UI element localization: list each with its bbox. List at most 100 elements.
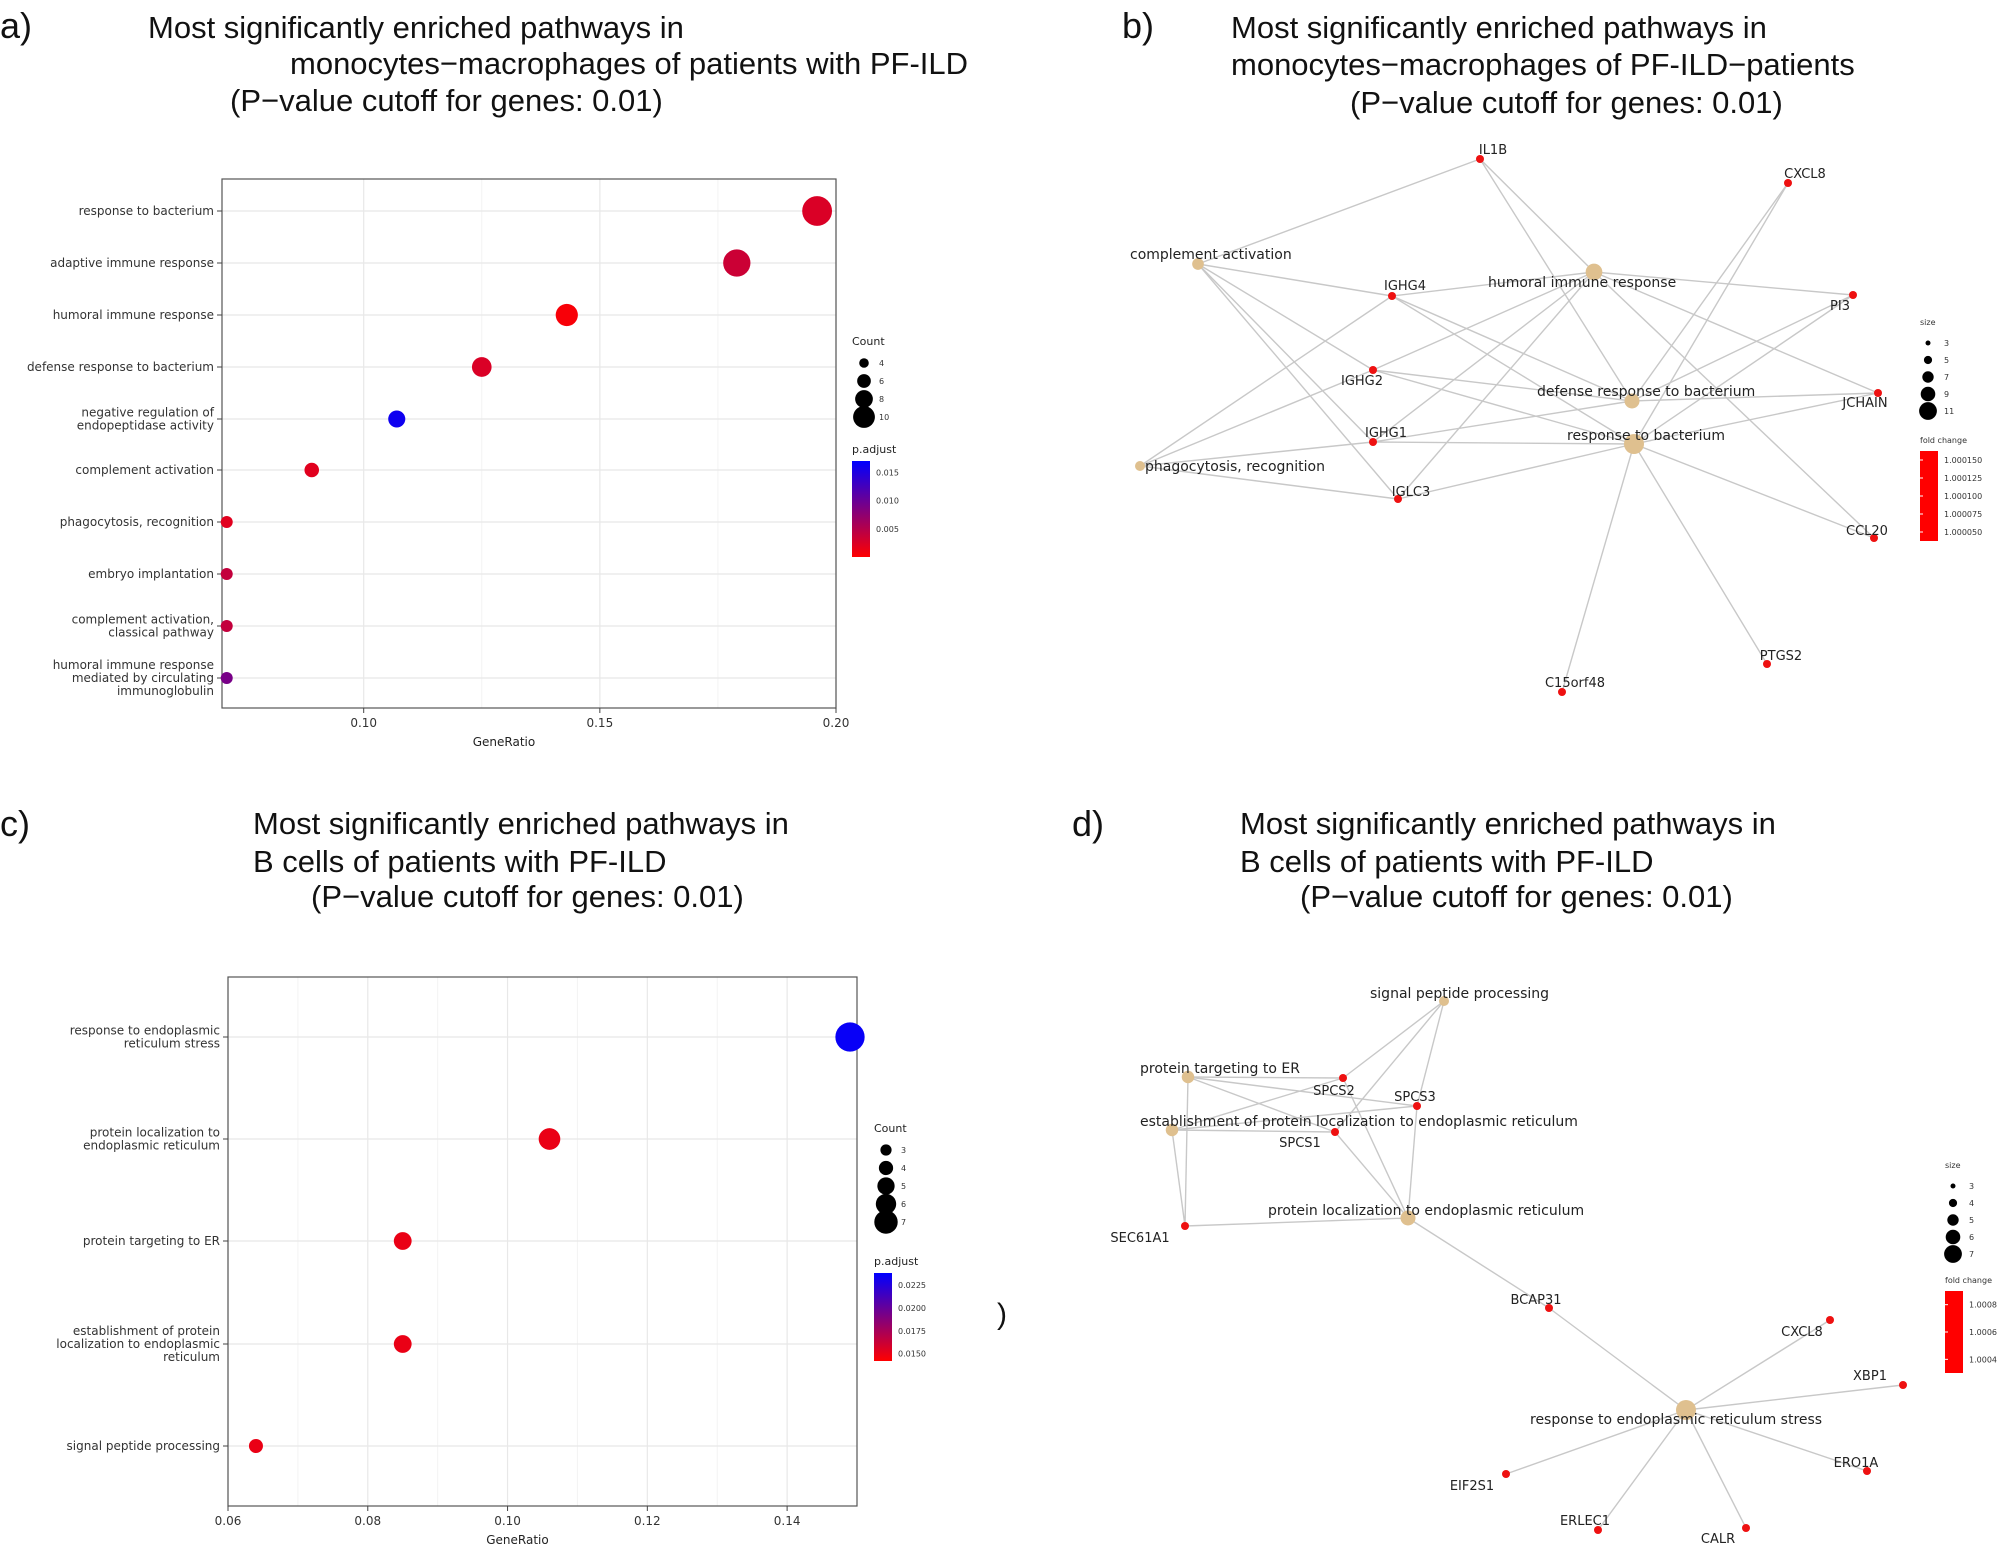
size-legend-dot	[1945, 1229, 1961, 1245]
network-edge	[1171, 1077, 1344, 1131]
pathway-node	[1439, 996, 1449, 1006]
data-point	[388, 410, 406, 428]
data-point	[304, 462, 320, 478]
y-tick-label: immunoglobulin	[117, 684, 214, 698]
size-legend-dot	[1950, 1183, 1956, 1189]
color-legend-title: fold change	[1920, 436, 1967, 445]
data-point	[220, 516, 233, 528]
size-legend-dot	[1920, 386, 1936, 402]
color-legend-title: p.adjust	[874, 1255, 919, 1268]
gene-node	[1849, 291, 1857, 299]
gene-node	[1369, 366, 1377, 374]
size-legend-label: 8	[879, 395, 884, 404]
x-tick-label: 0.15	[586, 716, 613, 730]
network-edge	[1633, 443, 1875, 539]
network-edge	[1187, 1076, 1418, 1107]
panel-label: b)	[1122, 5, 1154, 46]
size-legend-dot	[1919, 402, 1937, 420]
color-legend-label: 0.0200	[898, 1304, 926, 1313]
pathway-node	[1624, 393, 1640, 409]
color-legend: fold change 1.000150 1.000125 1.000100 1.000…	[1920, 436, 1982, 541]
pathway-label: establishment of protein localization to…	[1140, 1114, 1578, 1130]
gene-node	[1870, 534, 1878, 542]
gene-node	[1339, 1074, 1347, 1082]
gene-label: SPCS3	[1394, 1090, 1436, 1105]
gene-node	[1181, 1222, 1189, 1230]
network-edge	[1633, 182, 1789, 445]
network-edge	[1633, 443, 1768, 665]
chart-title-line: Most significantly enriched pathways in	[1240, 806, 1776, 841]
network-edge	[1334, 1131, 1409, 1219]
network-edge	[1187, 1076, 1336, 1133]
color-legend-label: 1.0004	[1969, 1355, 1997, 1364]
network-edge	[1372, 441, 1635, 445]
network-edge	[1631, 294, 1854, 402]
network-area: complement activation humoral immune resp…	[1130, 143, 1888, 696]
network-edge	[1593, 271, 1854, 296]
network-edge	[1561, 443, 1635, 693]
color-legend: p.adjust 0.015 0.010 0.005	[852, 443, 899, 557]
y-tick-label: endoplasmic reticulum	[83, 1139, 220, 1153]
size-legend-label: 9	[1944, 390, 1949, 399]
network-edge	[1372, 369, 1633, 402]
size-legend-dot	[1947, 1214, 1959, 1226]
color-legend-label: 0.010	[876, 497, 899, 506]
pathway-label: protein targeting to ER	[1140, 1061, 1300, 1077]
dotplot-area: 0.06 0.08 0.10 0.12 0.14 GeneRatio response to…	[56, 976, 865, 1546]
dotplot-area: 0.10 0.15 0.20 GeneRatio response to bacteri…	[27, 178, 850, 749]
gene-label: XBP1	[1853, 1369, 1887, 1384]
gene-label: IGHG2	[1341, 374, 1383, 389]
data-point	[471, 357, 492, 377]
size-legend-dot	[1925, 340, 1931, 346]
data-point	[723, 249, 751, 277]
gene-label: ERO1A	[1834, 1456, 1879, 1471]
size-legend-dot	[853, 406, 875, 428]
size-legend-dot	[859, 358, 869, 368]
gene-label: CXCL8	[1784, 167, 1826, 182]
gene-node	[1874, 389, 1882, 397]
color-legend-label: 1.000050	[1944, 528, 1982, 537]
network-edge	[1139, 295, 1393, 467]
size-legend-title: Count	[874, 1122, 907, 1135]
network-edge	[1197, 263, 1374, 443]
pathway-node	[1165, 1123, 1179, 1137]
size-legend: Count 4 6 8 10	[852, 335, 889, 428]
gene-node	[1558, 688, 1566, 696]
panel-label: d)	[1072, 803, 1104, 844]
network-edge	[1548, 1307, 1687, 1411]
size-legend: size 3 4 5 6 7	[1944, 1161, 1974, 1263]
size-legend-dot	[1944, 1245, 1962, 1263]
network-edge	[1184, 1076, 1189, 1227]
y-tick-label: reticulum	[163, 1350, 220, 1364]
y-tick-label: adaptive immune response	[50, 256, 214, 270]
y-tick-label: classical pathway	[108, 626, 214, 640]
network-edge	[1407, 1217, 1550, 1309]
network-edge	[1633, 294, 1854, 445]
gene-label: IGHG1	[1365, 426, 1407, 441]
y-tick-label: complement activation	[75, 463, 214, 477]
gene-node	[1742, 1524, 1750, 1532]
chart-title-line: B cells of patients with PF-ILD	[1240, 844, 1654, 879]
size-legend-title: size	[1920, 318, 1936, 327]
pathway-node	[1676, 1400, 1696, 1420]
data-point	[802, 196, 833, 226]
gene-node	[1545, 1304, 1553, 1312]
pathway-label: response to bacterium	[1567, 428, 1725, 444]
network-edge	[1479, 158, 1633, 402]
x-tick-label: 0.08	[354, 1514, 381, 1528]
y-tick-label: signal peptide processing	[67, 1439, 220, 1453]
size-legend-dot	[874, 1210, 898, 1234]
chart-title-line: Most significantly enriched pathways in	[1231, 10, 1767, 45]
network-edge	[1342, 1000, 1445, 1079]
x-tick-label: 0.20	[823, 716, 850, 730]
gene-node	[1863, 1467, 1871, 1475]
y-tick-label: embryo implantation	[88, 567, 214, 581]
data-point	[538, 1128, 561, 1150]
pathway-label: response to endoplasmic reticulum stress	[1530, 1412, 1822, 1428]
size-legend-dot	[875, 1193, 897, 1215]
network-edge	[1334, 1000, 1445, 1133]
network-edge	[1342, 1077, 1409, 1219]
x-tick-label: 0.10	[494, 1514, 521, 1528]
pathway-node	[1400, 1210, 1416, 1226]
gene-label: EIF2S1	[1450, 1479, 1494, 1494]
